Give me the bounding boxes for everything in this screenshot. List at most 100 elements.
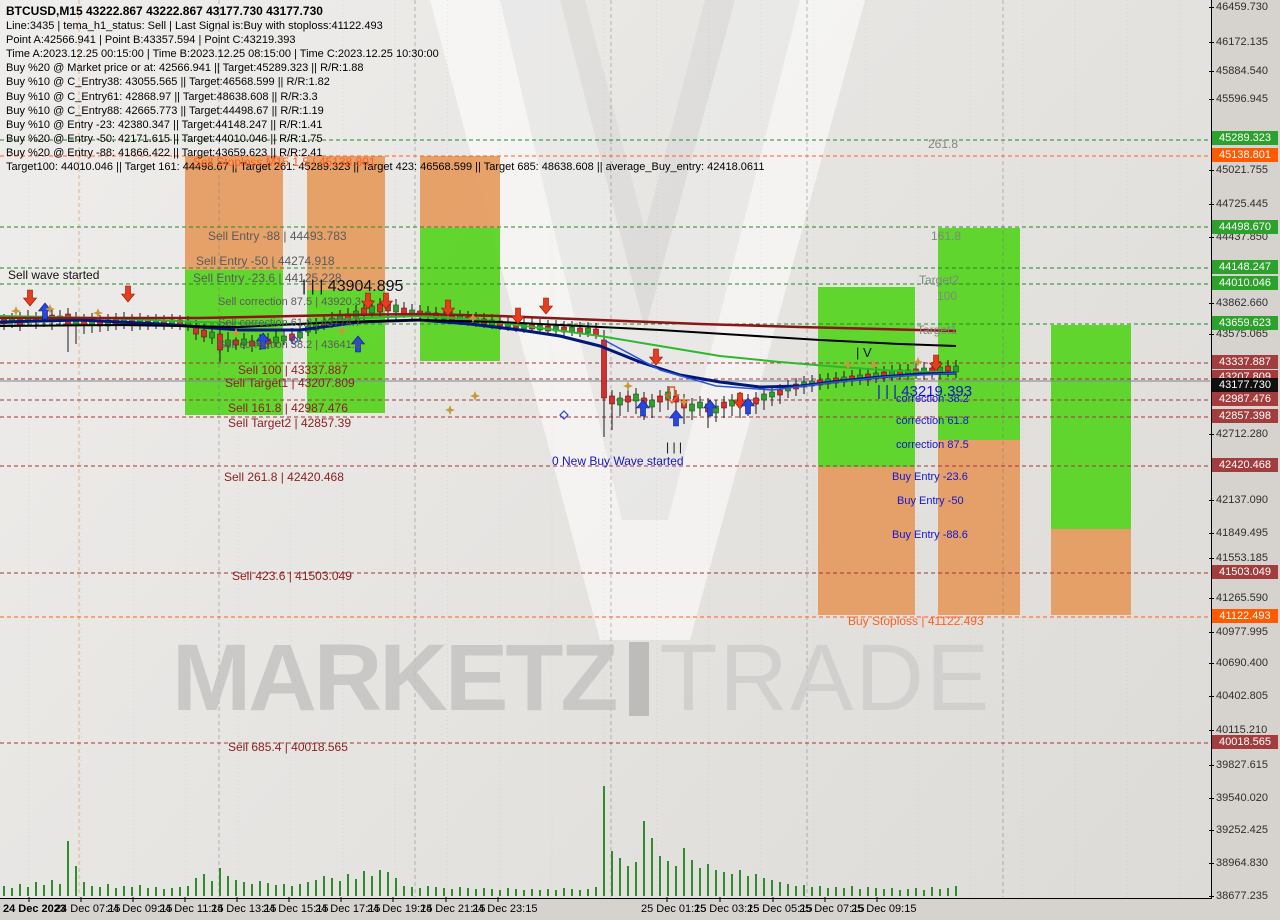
right-annotation-3: 100: [937, 289, 958, 303]
info-line-3: Time A:2023.12.25 00:15:00 | Time B:2023…: [6, 48, 439, 61]
volume-bar: [395, 878, 397, 896]
time-label: 24 Dec 19:15: [367, 903, 433, 915]
volume-bar: [787, 884, 789, 896]
left-annotation-11: Sell 161.8 | 42987.476: [228, 401, 348, 415]
supply-demand-zone: [420, 228, 500, 361]
star-signal-icon: [468, 313, 478, 323]
info-line-5: Buy %10 @ C_Entry38: 43055.565 || Target…: [6, 76, 330, 89]
volume-bar: [427, 886, 429, 896]
buy-signal-arrow-icon: [350, 335, 366, 353]
price-tick: 45884.540: [1209, 65, 1268, 77]
left-annotation-15: Sell 685.4 | 40018.565: [228, 740, 348, 754]
candle-body: [585, 327, 591, 334]
volume-bar: [19, 884, 21, 896]
buy-signal-arrow-icon: [635, 399, 651, 417]
volume-bar: [163, 889, 165, 896]
left-annotation-6: Sell correction 87.5 | 43920.3: [218, 296, 361, 308]
time-label: 24 Dec 17:15: [315, 903, 381, 915]
info-line-1: Line:3435 | tema_h1_status: Sell | Last …: [6, 20, 383, 33]
candle-body: [945, 365, 951, 372]
right-annotation-11: Buy Entry -23.6: [892, 471, 968, 483]
price-tick: 44725.445: [1209, 198, 1268, 210]
candle-body: [625, 395, 631, 403]
time-label: 24 Dec 07:15: [55, 903, 121, 915]
price-tick: 43862.660: [1209, 297, 1268, 309]
candle-body: [713, 405, 719, 414]
left-annotation-7: Sell correction 61.8 | 43774.7: [218, 317, 361, 329]
left-annotation-1: Sell Stoploss M15 1.5 | 45138.801: [193, 155, 376, 169]
price-badge-black: 43177.730: [1212, 378, 1278, 392]
candle-body: [769, 391, 775, 398]
volume-bar: [467, 888, 469, 896]
star-signal-icon: [445, 405, 455, 415]
candle-body: [209, 331, 215, 339]
candle-body: [233, 339, 239, 346]
volume-bar: [403, 886, 405, 896]
volume-bar: [747, 876, 749, 896]
price-tick: 46172.135: [1209, 36, 1268, 48]
volume-bar: [11, 888, 13, 896]
price-badge-red: 40018.565: [1212, 735, 1278, 749]
sell-signal-arrow-icon: [22, 289, 38, 307]
left-annotation-12: Sell Target2 | 42857.39: [228, 416, 351, 430]
volume-bar: [83, 882, 85, 896]
volume-bar: [595, 887, 597, 896]
volume-bar: [51, 880, 53, 896]
volume-bar: [755, 874, 757, 896]
volume-bar: [907, 889, 909, 896]
volume-bar: [195, 878, 197, 896]
left-annotation-5: | | | 43904.895: [302, 278, 404, 295]
volume-bar: [579, 890, 581, 896]
left-annotation-16: 0 New Buy Wave started: [552, 454, 684, 468]
price-tick: 41849.495: [1209, 527, 1268, 539]
price-badge-green: 43659.623: [1212, 316, 1278, 330]
info-line-9: Buy %20 @ Entry -50: 42171.615 || Target…: [6, 132, 323, 145]
moving-average-black: [0, 319, 957, 347]
supply-demand-zone: [938, 228, 1020, 440]
moving-average-green: [0, 315, 957, 374]
price-tick: 44437.850: [1209, 231, 1268, 243]
buy-signal-arrow-icon: [255, 332, 271, 350]
price-tick: 40690.400: [1209, 657, 1268, 669]
volume-bar: [635, 862, 637, 896]
star-signal-icon: [337, 326, 347, 336]
info-line-6: Buy %10 @ C_Entry61: 42868.97 || Target:…: [6, 90, 318, 103]
volume-bar: [507, 888, 509, 896]
volume-bar: [123, 886, 125, 896]
volume-bar: [379, 870, 381, 896]
sell-signal-arrow-icon: [378, 292, 394, 310]
price-tick: 42712.280: [1209, 428, 1268, 440]
volume-bar: [59, 884, 61, 896]
star-signal-icon: [231, 328, 241, 338]
star-signal-icon: [869, 360, 879, 370]
volume-bar: [179, 887, 181, 896]
sell-signal-arrow-icon: [648, 348, 664, 366]
candle-body: [761, 393, 767, 401]
volume-bar: [35, 882, 37, 896]
volume-bar: [563, 888, 565, 896]
left-annotation-0: Sell wave started: [8, 268, 100, 282]
info-line-11: Target100: 44010.046 || Target 161: 4449…: [6, 161, 765, 174]
volume-bar: [243, 882, 245, 896]
time-label: 24 Dec 2023: [3, 903, 66, 915]
candle-body: [649, 399, 655, 408]
buy-signal-arrow-icon: [740, 397, 756, 415]
price-tick: 46459.730: [1209, 1, 1268, 13]
volume-bar: [699, 868, 701, 896]
volume-bar: [139, 885, 141, 896]
logo-chevron-shade: [500, 0, 800, 520]
right-annotation-7: | | | 43219.393: [877, 383, 973, 400]
right-annotation-13: Buy Entry -88.6: [892, 529, 968, 541]
volume-bar: [603, 786, 605, 896]
right-annotation-12: Buy Entry -50: [897, 495, 964, 507]
time-label: 25 Dec 09:15: [851, 903, 917, 915]
volume-bar: [187, 886, 189, 896]
volume-bar: [211, 881, 213, 896]
volume-bar: [891, 888, 893, 896]
volume-bar: [939, 889, 941, 896]
star-signal-icon: [843, 360, 853, 370]
volume-bar: [475, 889, 477, 896]
volume-bar: [283, 884, 285, 896]
volume-bar: [771, 880, 773, 896]
